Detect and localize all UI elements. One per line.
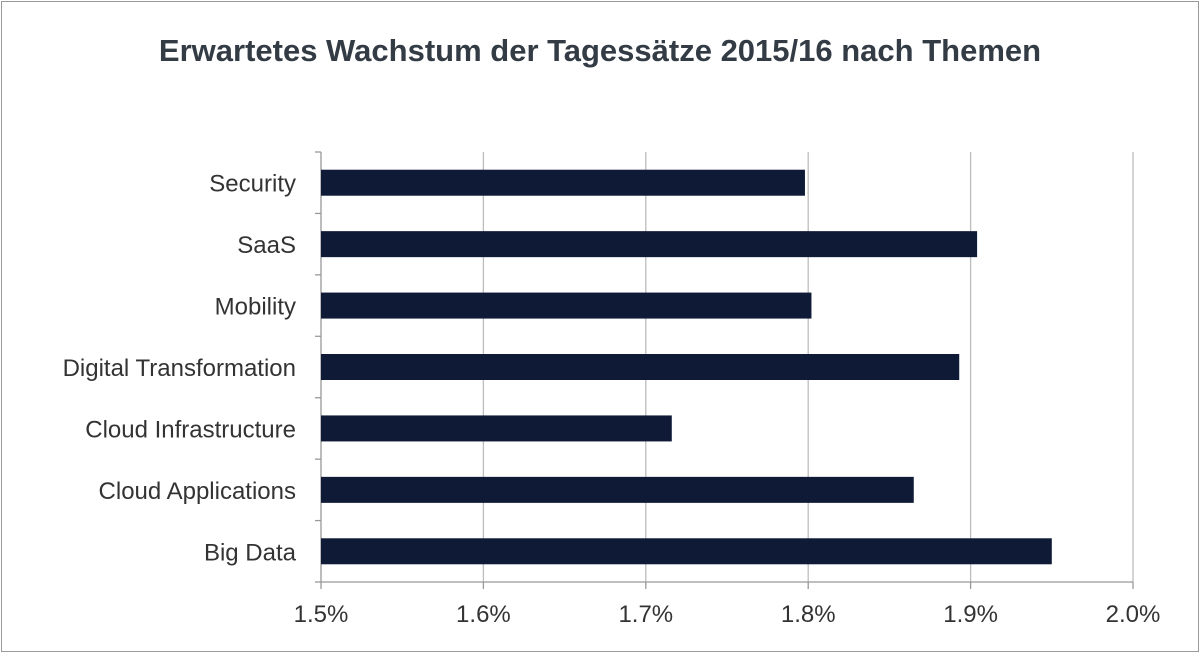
category-label: Mobility <box>215 294 296 321</box>
bar <box>321 292 812 319</box>
bar <box>321 538 1052 565</box>
category-label: Cloud Applications <box>99 478 296 505</box>
x-tick-label: 1.7% <box>618 601 673 628</box>
category-label: Digital Transformation <box>63 355 296 382</box>
x-tick-label: 1.9% <box>943 601 998 628</box>
category-label: Cloud Infrastructure <box>85 416 296 443</box>
chart-title: Erwartetes Wachstum der Tagessätze 2015/… <box>158 33 1042 68</box>
category-label: Big Data <box>204 539 297 566</box>
x-tick-label: 2.0% <box>1106 601 1161 628</box>
x-tick-label: 1.6% <box>456 601 511 628</box>
bar <box>321 354 960 380</box>
category-label: SaaS <box>237 232 296 259</box>
bar <box>321 169 805 196</box>
bar <box>321 231 978 258</box>
x-tick-label: 1.5% <box>294 601 349 628</box>
category-label: Security <box>209 171 296 198</box>
bar <box>321 415 672 442</box>
bar <box>321 476 914 503</box>
x-tick-label: 1.8% <box>781 601 836 628</box>
